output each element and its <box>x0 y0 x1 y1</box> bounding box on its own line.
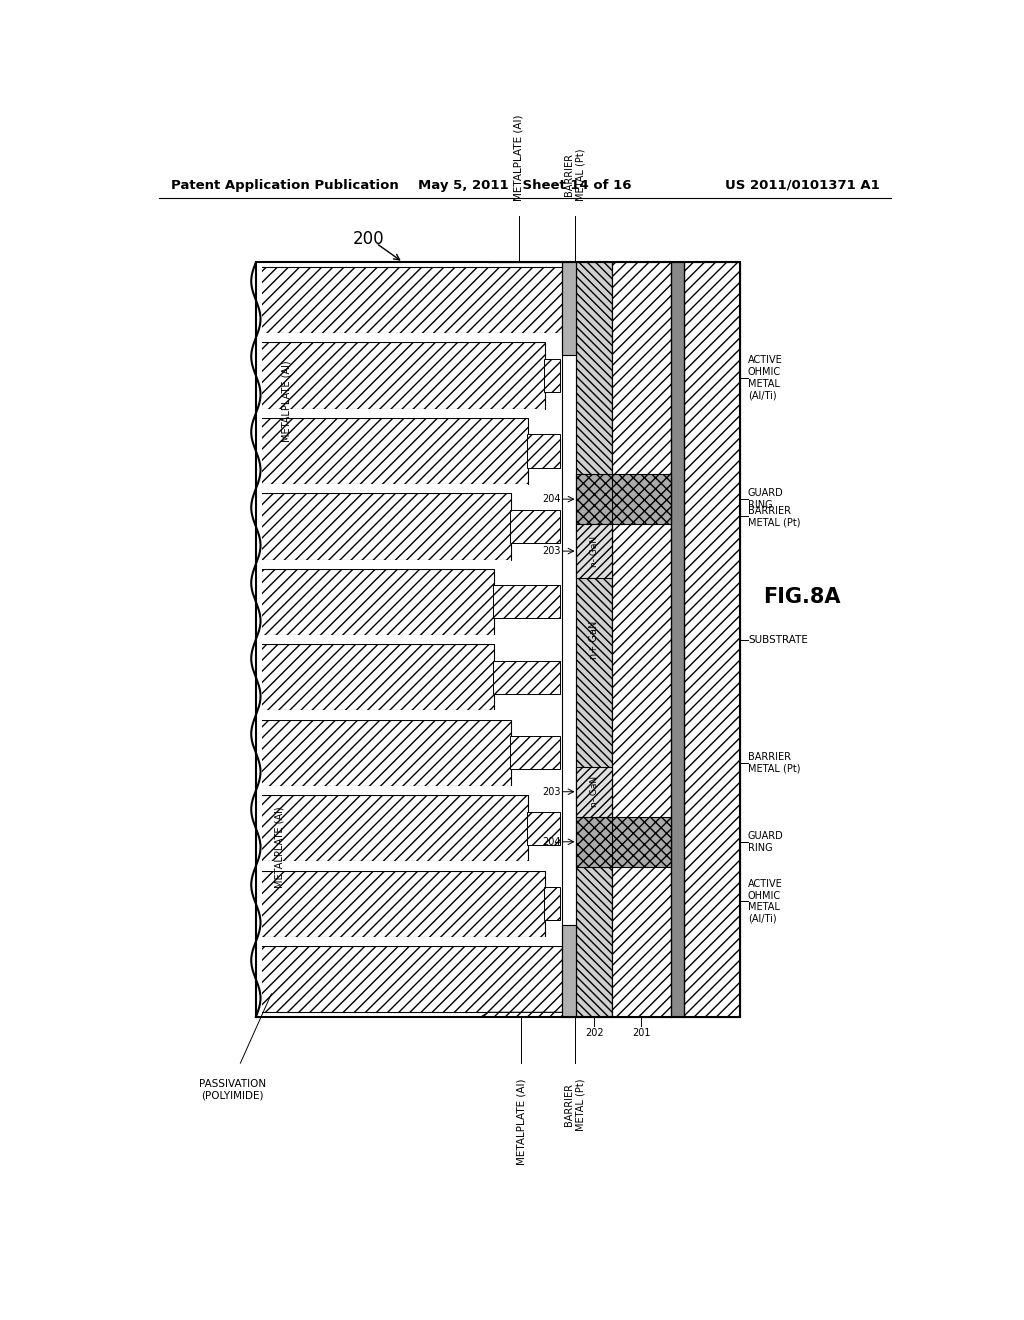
Bar <box>493 661 560 694</box>
Bar <box>575 767 612 817</box>
Text: METALPLATE (Al): METALPLATE (Al) <box>516 1078 526 1166</box>
Bar <box>256 333 562 342</box>
Bar <box>256 937 562 946</box>
Text: ACTIVE
OHMIC
METAL
(Al/Ti): ACTIVE OHMIC METAL (Al/Ti) <box>748 879 782 924</box>
Bar <box>562 263 575 355</box>
Text: n- GaN: n- GaN <box>590 776 599 808</box>
Bar <box>575 817 671 867</box>
Bar <box>575 524 612 578</box>
Bar <box>256 719 511 785</box>
Text: US 2011/0101371 A1: US 2011/0101371 A1 <box>725 178 880 191</box>
Bar <box>256 267 562 333</box>
Text: 204: 204 <box>542 837 560 846</box>
Text: 201: 201 <box>632 1028 650 1039</box>
Text: BARRIER
METAL (Pt): BARRIER METAL (Pt) <box>748 752 801 774</box>
Bar <box>510 737 560 770</box>
Bar <box>256 946 562 1012</box>
Bar <box>256 785 528 795</box>
Text: METALPLATE (Al): METALPLATE (Al) <box>274 807 284 888</box>
Text: May 5, 2011   Sheet 14 of 16: May 5, 2011 Sheet 14 of 16 <box>418 178 632 191</box>
Text: METALPLATE (Al): METALPLATE (Al) <box>282 360 292 442</box>
Bar <box>575 263 612 1016</box>
Bar <box>256 484 528 494</box>
Text: PASSIVATION
(POLYIMIDE): PASSIVATION (POLYIMIDE) <box>199 1078 266 1100</box>
Text: BARRIER
METAL (Pt): BARRIER METAL (Pt) <box>748 506 801 527</box>
Bar <box>256 862 545 871</box>
Bar <box>527 434 560 467</box>
Text: BARRIER
METAL (Pt): BARRIER METAL (Pt) <box>564 148 586 201</box>
Bar <box>256 871 545 937</box>
Bar <box>256 494 511 560</box>
Text: ACTIVE
OHMIC
METAL
(Al/Ti): ACTIVE OHMIC METAL (Al/Ti) <box>748 355 782 400</box>
Bar <box>527 812 560 845</box>
Bar <box>256 635 511 644</box>
Text: 203: 203 <box>542 546 560 556</box>
Text: GUARD
RING: GUARD RING <box>748 488 783 510</box>
Text: n- GaN: n- GaN <box>590 536 599 566</box>
Text: 204: 204 <box>542 494 560 504</box>
Bar <box>128 263 262 1016</box>
Bar <box>544 359 560 392</box>
Bar <box>562 924 575 1016</box>
Bar <box>256 342 545 409</box>
Bar <box>493 585 560 619</box>
Bar <box>256 263 740 1016</box>
Text: BARRIER
METAL (Pt): BARRIER METAL (Pt) <box>564 1078 586 1131</box>
Bar <box>256 569 494 635</box>
Text: SUBSTRATE: SUBSTRATE <box>748 635 808 644</box>
Bar <box>256 795 528 862</box>
Bar <box>510 510 560 543</box>
Bar <box>612 263 671 1016</box>
Text: Patent Application Publication: Patent Application Publication <box>171 178 398 191</box>
Bar <box>575 474 671 524</box>
Bar <box>256 409 545 418</box>
Text: 203: 203 <box>542 787 560 797</box>
Text: GUARD
RING: GUARD RING <box>748 832 783 853</box>
Bar <box>684 263 740 1016</box>
Text: FIG.8A: FIG.8A <box>764 587 841 607</box>
Bar <box>256 418 528 484</box>
Bar <box>671 263 684 1016</box>
Bar <box>544 887 560 920</box>
Text: 202: 202 <box>585 1028 603 1039</box>
Bar <box>256 560 511 569</box>
Bar <box>256 710 511 719</box>
Text: 200: 200 <box>352 230 384 248</box>
Polygon shape <box>480 1012 573 1016</box>
Text: METALPLATE (Al): METALPLATE (Al) <box>514 115 524 201</box>
Text: n+ GaN: n+ GaN <box>589 620 599 659</box>
Bar <box>256 644 494 710</box>
